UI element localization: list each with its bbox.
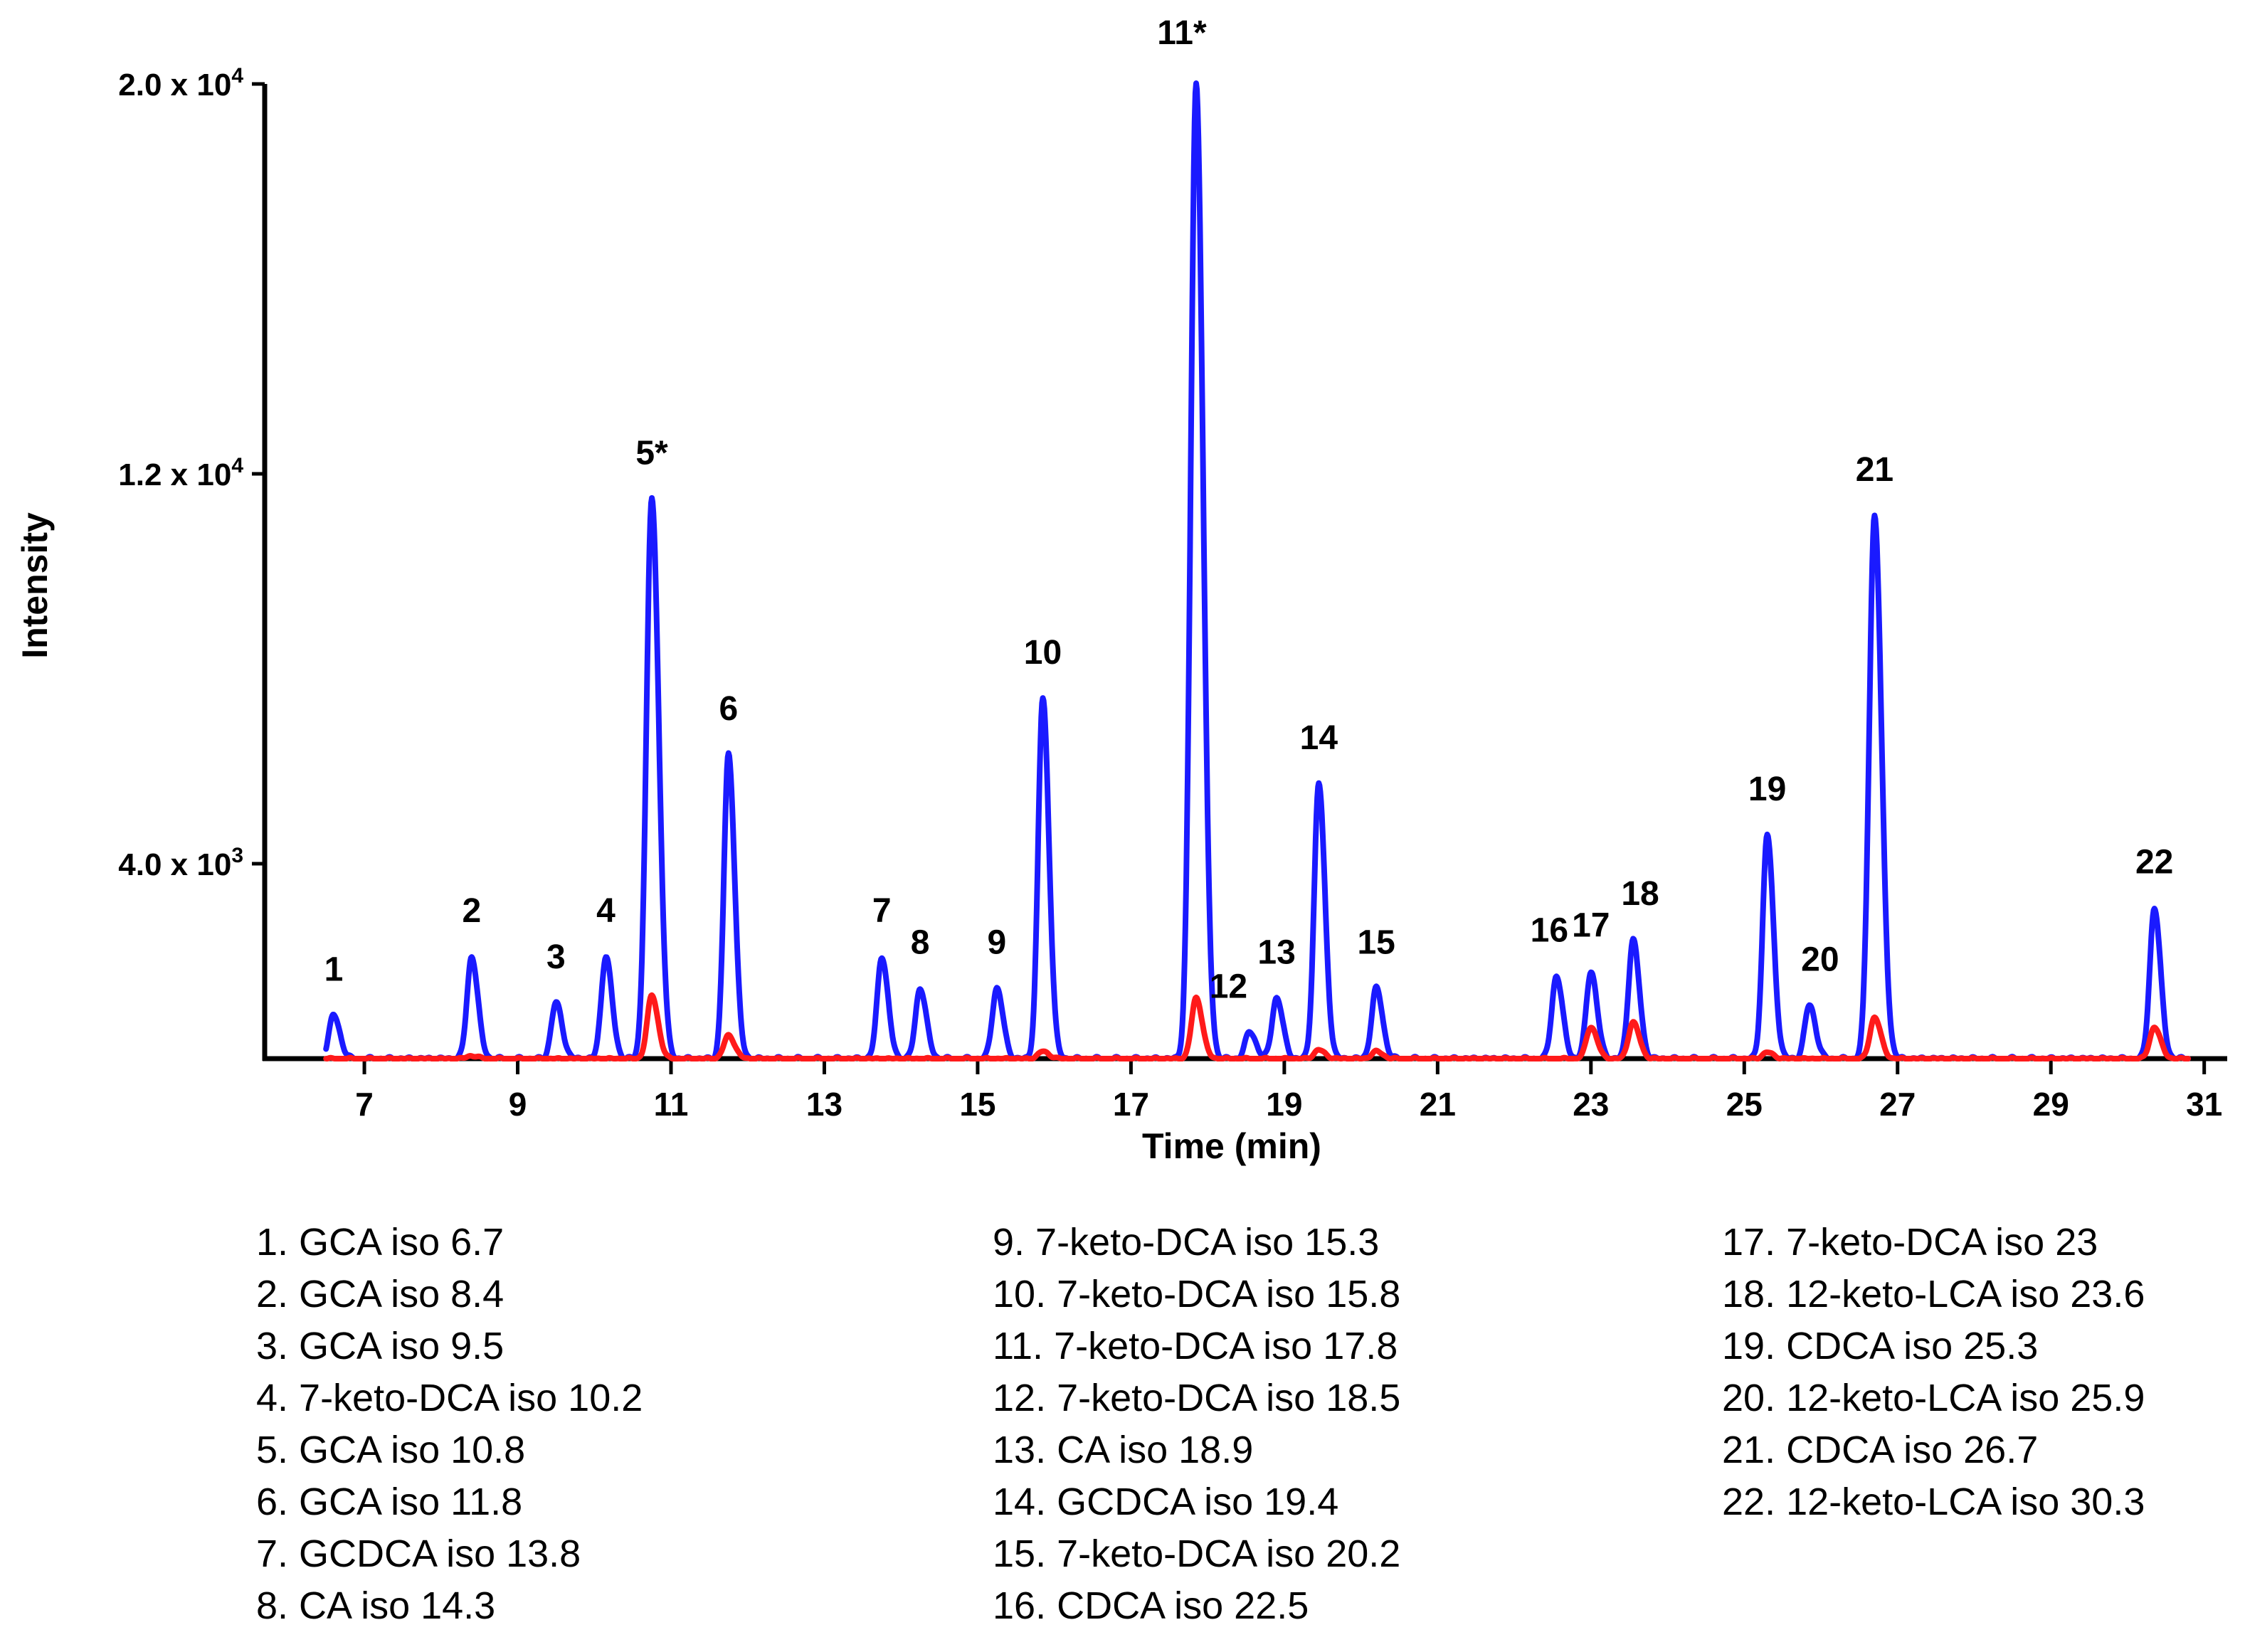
legend-item: 6. GCA iso 11.8 [256,1481,523,1523]
y-axis-ticks: 4.0 x 103 1.2 x 104 2.0 x 104 [118,64,265,882]
peak-label: 12 [1210,968,1247,1005]
peak-label: 17 [1572,907,1610,945]
legend-item: 13. CA iso 18.9 [993,1429,1254,1471]
peak-label: 10 [1024,634,1062,672]
legend-item: 20. 12-keto-LCA iso 25.9 [1722,1377,2145,1419]
legend-column-2: 9. 7-keto-DCA iso 15.3 10. 7-keto-DCA is… [993,1217,1400,1632]
peak-label: 2 [463,892,482,930]
legend-item: 3. GCA iso 9.5 [256,1325,505,1367]
legend-item: 1. GCA iso 6.7 [256,1221,505,1264]
legend-item: 12. 7-keto-DCA iso 18.5 [993,1377,1401,1419]
peak-label: 21 [1856,451,1893,489]
legend-item: 21. CDCA iso 26.7 [1722,1429,2039,1471]
x-tick-label: 31 [2186,1086,2222,1123]
peak-label: 15 [1357,924,1395,962]
peak-label: 6 [719,690,738,728]
x-axis-title: Time (min) [1142,1126,1321,1166]
y-tick-label: 4.0 x 103 [118,844,243,882]
legend-item: 2. GCA iso 8.4 [256,1273,505,1315]
x-tick-label: 9 [509,1086,527,1123]
peak-label: 14 [1300,719,1338,757]
legend-item: 4. 7-keto-DCA iso 10.2 [256,1377,643,1419]
legend-item: 16. CDCA iso 22.5 [993,1584,1309,1627]
legend-item: 8. CA iso 14.3 [256,1584,496,1627]
legend-item: 11. 7-keto-DCA iso 17.8 [993,1325,1398,1367]
x-tick-label: 21 [1420,1086,1456,1123]
peak-label: 13 [1257,933,1295,971]
x-tick-label: 13 [806,1086,842,1123]
x-tick-label: 11 [654,1086,689,1123]
peak-label: 7 [872,892,892,930]
y-axis-title: Intensity [15,512,55,659]
legend-item: 10. 7-keto-DCA iso 15.8 [993,1273,1401,1315]
x-tick-label: 27 [1879,1086,1916,1123]
legend-item: 9. 7-keto-DCA iso 15.3 [993,1221,1380,1264]
legend-item: 18. 12-keto-LCA iso 23.6 [1722,1273,2145,1315]
peak-label: 20 [1801,941,1839,979]
legend-item: 19. CDCA iso 25.3 [1722,1325,2039,1367]
peak-label: 22 [2135,844,2173,881]
legend-column-1: 1. GCA iso 6.7 2. GCA iso 8.4 3. GCA iso… [256,1217,643,1632]
legend-item: 22. 12-keto-LCA iso 30.3 [1722,1481,2145,1523]
peak-label: 4 [596,892,616,930]
traces [323,80,2192,1061]
legend-item: 17. 7-keto-DCA iso 23 [1722,1221,2098,1264]
peak-label: 11* [1157,14,1207,52]
peak-label: 19 [1748,771,1786,808]
peak-label: 16 [1531,912,1568,950]
peak-label: 9 [988,924,1007,962]
x-tick-label: 15 [959,1086,995,1123]
peak-label: 18 [1621,875,1659,913]
x-tick-label: 7 [355,1086,374,1123]
peak-label: 8 [911,924,930,962]
x-tick-label: 19 [1266,1086,1302,1123]
x-tick-label: 23 [1573,1086,1609,1123]
legend-item: 14. GCDCA iso 19.4 [993,1481,1339,1523]
x-tick-label: 17 [1113,1086,1149,1123]
x-axis-ticks: 7 9 11 13 15 17 19 21 23 25 27 29 31 [355,1059,2222,1123]
peak-label: 3 [546,938,566,976]
axes [262,84,2227,1061]
x-tick-label: 25 [1726,1086,1763,1123]
peak-label: 5* [635,434,668,472]
y-tick-label: 2.0 x 104 [118,64,243,102]
legend-item: 5. GCA iso 10.8 [256,1429,526,1471]
legend-item: 15. 7-keto-DCA iso 20.2 [993,1532,1401,1575]
red-trace-line [323,992,2192,1061]
legend-column-3: 17. 7-keto-DCA iso 23 18. 12-keto-LCA is… [1722,1217,2145,1528]
blue-trace-line [323,80,2192,1061]
peak-label: 1 [324,951,344,988]
x-tick-label: 29 [2033,1086,2069,1123]
y-tick-label: 1.2 x 104 [118,454,243,492]
legend-item: 7. GCDCA iso 13.8 [256,1532,581,1575]
